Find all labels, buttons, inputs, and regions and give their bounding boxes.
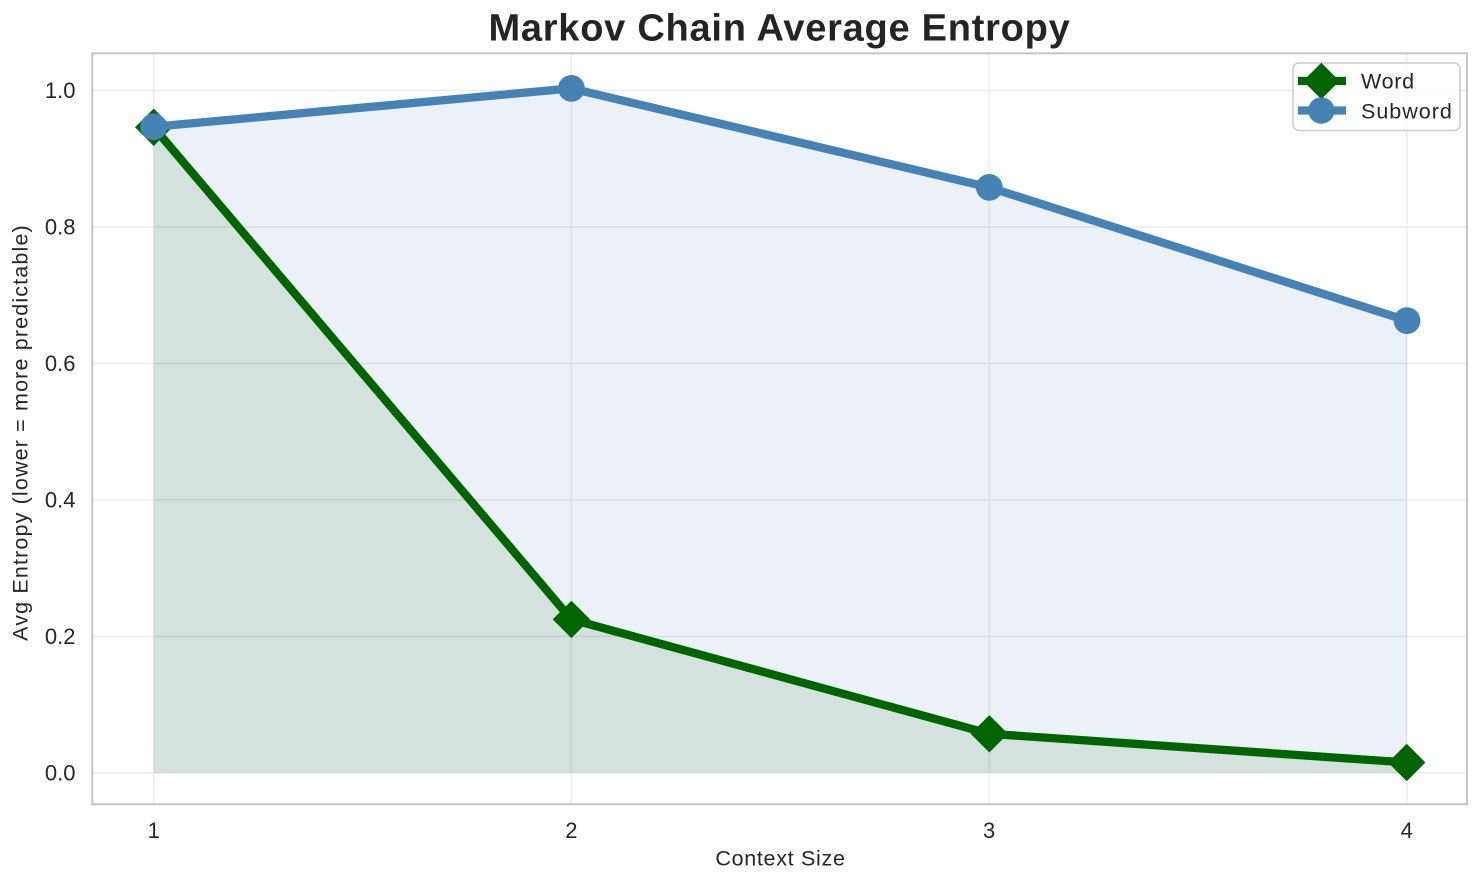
- svg-text:0.4: 0.4: [45, 488, 76, 513]
- svg-text:Word: Word: [1361, 70, 1415, 94]
- svg-text:3: 3: [983, 818, 995, 843]
- svg-text:Context Size: Context Size: [715, 846, 845, 870]
- svg-text:4: 4: [1401, 818, 1413, 843]
- svg-text:0.0: 0.0: [45, 761, 76, 786]
- svg-text:2: 2: [565, 818, 577, 843]
- svg-text:0.8: 0.8: [45, 215, 76, 240]
- svg-text:0.6: 0.6: [45, 351, 76, 376]
- svg-text:0.2: 0.2: [45, 624, 76, 649]
- svg-text:Subword: Subword: [1361, 100, 1453, 124]
- svg-text:1: 1: [148, 818, 160, 843]
- svg-text:1.0: 1.0: [45, 78, 76, 103]
- svg-text:Markov Chain Average Entropy: Markov Chain Average Entropy: [488, 7, 1070, 49]
- svg-text:Avg Entropy (lower = more pred: Avg Entropy (lower = more predictable): [9, 224, 33, 641]
